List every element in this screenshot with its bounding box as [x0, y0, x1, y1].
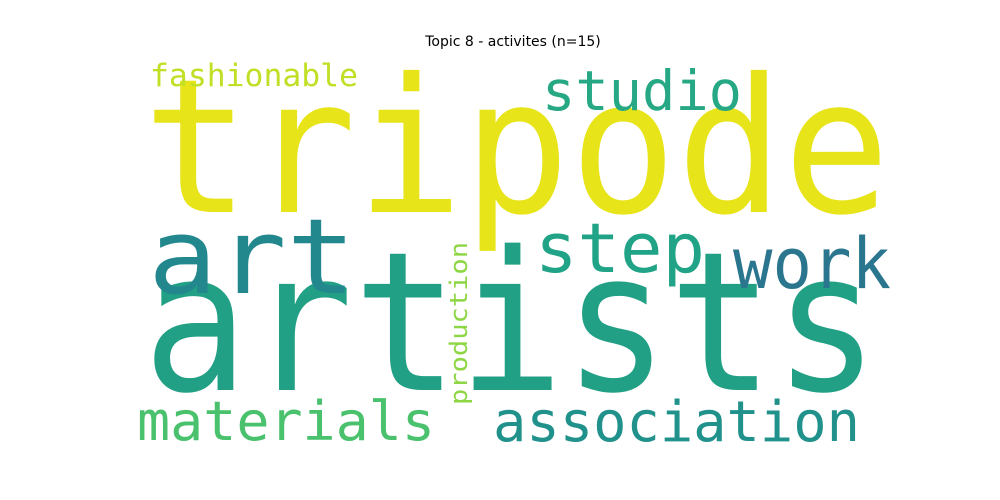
- word-production: production: [445, 242, 473, 405]
- figure-title: Topic 8 - activites (n=15): [425, 34, 601, 50]
- word-art: art: [148, 196, 356, 318]
- word-studio: studio: [542, 59, 742, 123]
- word-step: step: [535, 209, 705, 289]
- word-work: work: [733, 223, 891, 305]
- word-artists: artists: [143, 210, 879, 436]
- word-fashionable: fashionable: [150, 58, 358, 94]
- word-association: association: [493, 390, 860, 455]
- word-tripode: tripode: [143, 39, 890, 257]
- word-materials: materials: [137, 390, 435, 453]
